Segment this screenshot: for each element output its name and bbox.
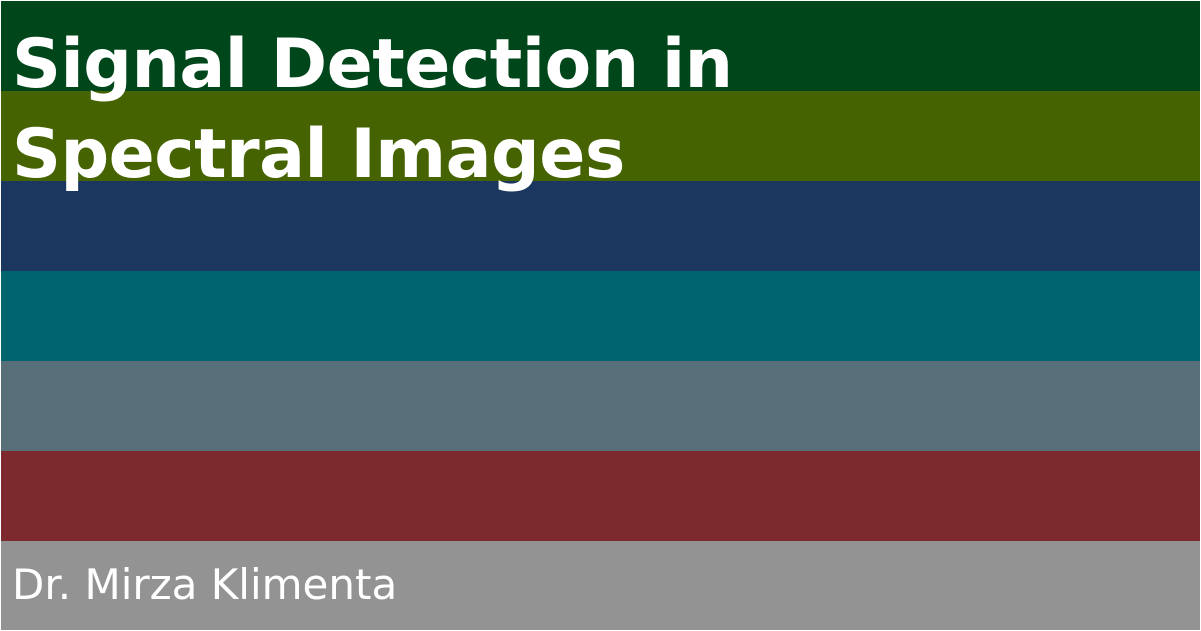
band-slate	[1, 361, 1200, 451]
band-navy	[1, 181, 1200, 271]
cover-author: Dr. Mirza Klimenta	[12, 560, 398, 609]
cover-title: Signal Detection in Spectral Images	[12, 25, 733, 194]
band-maroon	[1, 451, 1200, 541]
band-gray	[1, 541, 1200, 630]
band-dark-green	[1, 1, 1200, 91]
band-olive	[1, 91, 1200, 181]
band-teal	[1, 271, 1200, 361]
